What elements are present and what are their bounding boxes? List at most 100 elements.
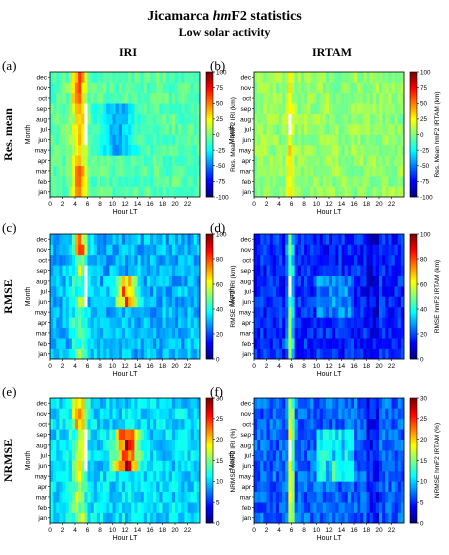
heatmap-cell xyxy=(363,82,367,94)
heatmap-cell xyxy=(175,265,179,276)
heatmap-cell xyxy=(275,265,280,276)
heatmap-cell xyxy=(112,502,116,513)
y-tick-label: sep xyxy=(241,432,252,439)
heatmap-cell xyxy=(78,296,82,308)
heatmap-cell xyxy=(366,124,370,135)
heatmap-cell xyxy=(347,418,352,430)
heatmap-cell xyxy=(153,439,157,451)
heatmap-cell xyxy=(125,338,129,349)
heatmap-cell xyxy=(56,408,60,420)
colorbar-segment xyxy=(206,468,213,472)
heatmap-cell xyxy=(341,317,345,329)
heatmap-cell xyxy=(150,82,154,94)
heatmap-cell xyxy=(71,124,76,135)
heatmap-cell xyxy=(266,429,270,440)
heatmap-cell xyxy=(106,254,110,266)
colorbar-segment xyxy=(410,491,417,495)
heatmap-cell xyxy=(347,408,352,420)
heatmap-cell xyxy=(385,338,389,349)
heatmap-cell xyxy=(291,186,295,198)
colorbar-segment xyxy=(410,132,417,135)
heatmap-cell xyxy=(394,265,399,276)
colorbar-segment xyxy=(206,302,213,306)
heatmap-cell xyxy=(121,408,126,420)
heatmap-cell xyxy=(103,460,107,472)
heatmap-cell xyxy=(87,470,91,482)
heatmap-cell xyxy=(316,244,320,256)
heatmap-cell xyxy=(382,275,386,287)
colorbar-segment xyxy=(410,329,417,333)
heatmap-cell xyxy=(347,450,352,461)
heatmap-cell xyxy=(87,429,91,440)
heatmap-cell xyxy=(106,103,110,114)
colorbar-segment xyxy=(206,327,213,331)
heatmap-cell xyxy=(96,286,101,297)
heatmap-cell xyxy=(272,244,277,256)
heatmap-cell xyxy=(360,491,364,503)
heatmap-cell xyxy=(307,275,311,287)
heatmap-cell xyxy=(153,244,157,256)
heatmap-cell xyxy=(379,296,383,308)
heatmap-cell xyxy=(103,502,107,513)
heatmap-cell xyxy=(325,429,330,440)
heatmap-cell xyxy=(71,512,76,524)
heatmap-cell xyxy=(106,124,110,135)
heatmap-cell xyxy=(282,124,286,135)
heatmap-cell xyxy=(71,398,76,409)
heatmap-cell xyxy=(260,429,264,440)
heatmap-cell xyxy=(84,398,88,409)
heatmap-cell xyxy=(50,429,54,440)
heatmap-cell xyxy=(134,286,138,297)
heatmap-cell xyxy=(84,176,88,187)
heatmap-cell xyxy=(112,338,116,349)
heatmap-cell xyxy=(50,450,54,461)
heatmap-cell xyxy=(341,512,345,524)
colorbar-segment xyxy=(206,172,213,175)
heatmap-cell xyxy=(282,144,286,156)
heatmap-cell xyxy=(294,92,299,104)
heatmap-cell xyxy=(184,512,188,524)
heatmap-cell xyxy=(254,286,258,297)
heatmap-cell xyxy=(325,286,330,297)
heatmap-cell xyxy=(62,92,66,104)
heatmap-cell xyxy=(313,275,317,287)
heatmap-cell xyxy=(379,186,383,198)
heatmap-cell xyxy=(350,144,355,156)
heatmap-cell xyxy=(134,72,138,83)
heatmap-cell xyxy=(347,244,352,256)
heatmap-cell xyxy=(332,317,336,329)
heatmap-cell xyxy=(84,286,88,297)
heatmap-cell xyxy=(375,512,380,524)
heatmap-cell xyxy=(165,176,170,187)
heatmap-cell xyxy=(282,254,286,266)
heatmap-cell xyxy=(382,254,386,266)
heatmap-cell xyxy=(372,165,377,177)
heatmap-cell xyxy=(109,165,113,177)
heatmap-cell xyxy=(125,450,129,461)
heatmap-cell xyxy=(106,502,110,513)
heatmap-cell xyxy=(143,502,148,513)
heatmap-cell xyxy=(366,234,370,245)
heatmap-cell xyxy=(391,124,395,135)
heatmap-cell xyxy=(322,450,327,461)
heatmap-cell xyxy=(175,134,179,146)
heatmap-cell xyxy=(275,429,280,440)
heatmap-cell xyxy=(159,296,163,308)
heatmap-cell xyxy=(178,306,182,318)
colorbar-segment xyxy=(410,140,417,144)
heatmap-cell xyxy=(59,450,63,461)
heatmap-cell xyxy=(329,338,333,349)
heatmap-cell xyxy=(78,275,82,287)
heatmap-cell xyxy=(335,317,339,329)
heatmap-cell xyxy=(184,265,188,276)
heatmap-cell xyxy=(260,502,264,513)
heatmap-cell xyxy=(93,491,98,503)
heatmap-cell xyxy=(272,275,277,287)
colorbar-tick-label: 0 xyxy=(216,356,220,363)
heatmap-cell xyxy=(300,327,305,339)
heatmap-cell xyxy=(294,275,299,287)
heatmap-cell xyxy=(81,338,85,349)
heatmap-cell xyxy=(171,450,176,461)
heatmap-cell xyxy=(272,512,277,524)
heatmap-cell xyxy=(385,348,389,360)
